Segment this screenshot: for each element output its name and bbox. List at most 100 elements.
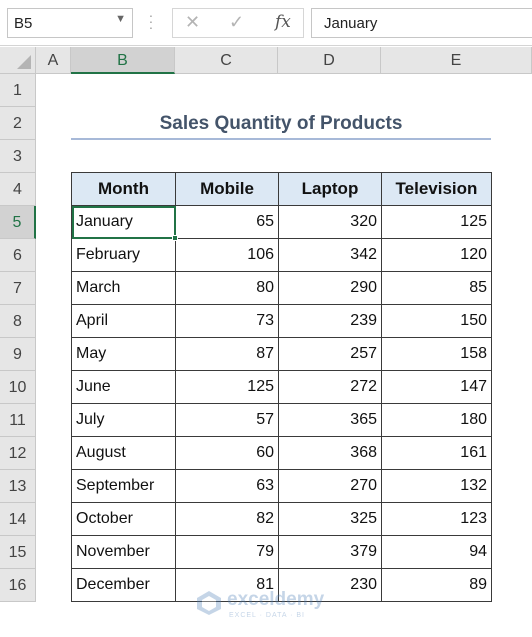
month-cell[interactable]: January	[71, 205, 176, 239]
header-television[interactable]: Television	[381, 172, 492, 206]
formula-input[interactable]: January	[311, 8, 532, 38]
quantity-cell[interactable]: 79	[175, 535, 279, 569]
quantity-cell[interactable]: 82	[175, 502, 279, 536]
row-header-14[interactable]: 14	[0, 503, 36, 536]
quantity-cell[interactable]: 342	[278, 238, 382, 272]
quantity-cell[interactable]: 123	[381, 502, 492, 536]
table-row: December 81 230 89	[71, 568, 492, 602]
table-row: September 63 270 132	[71, 469, 492, 503]
table-row: May 87 257 158	[71, 337, 492, 371]
row-header-6[interactable]: 6	[0, 239, 36, 272]
select-all-button[interactable]	[0, 47, 36, 74]
quantity-cell[interactable]: 239	[278, 304, 382, 338]
column-header-a[interactable]: A	[36, 47, 71, 74]
quantity-cell[interactable]: 257	[278, 337, 382, 371]
quantity-cell[interactable]: 290	[278, 271, 382, 305]
sheet-title[interactable]: Sales Quantity of Products	[71, 107, 491, 140]
header-laptop[interactable]: Laptop	[278, 172, 382, 206]
row-header-9[interactable]: 9	[0, 338, 36, 371]
row-header-16[interactable]: 16	[0, 569, 36, 602]
header-month[interactable]: Month	[71, 172, 176, 206]
month-cell[interactable]: February	[71, 238, 176, 272]
month-cell[interactable]: September	[71, 469, 176, 503]
quantity-cell[interactable]: 125	[175, 370, 279, 404]
quantity-cell[interactable]: 272	[278, 370, 382, 404]
quantity-cell[interactable]: 150	[381, 304, 492, 338]
month-cell[interactable]: May	[71, 337, 176, 371]
quantity-cell[interactable]: 270	[278, 469, 382, 503]
table-row: October 82 325 123	[71, 502, 492, 536]
quantity-cell[interactable]: 63	[175, 469, 279, 503]
column-header-d[interactable]: D	[278, 47, 381, 74]
quantity-cell[interactable]: 106	[175, 238, 279, 272]
row-header-12[interactable]: 12	[0, 437, 36, 470]
row-header-11[interactable]: 11	[0, 404, 36, 437]
formula-bar: B5 ▼ · · · ✕ ✓ fx January	[0, 0, 532, 46]
column-header-e[interactable]: E	[381, 47, 532, 74]
quantity-cell[interactable]: 230	[278, 568, 382, 602]
quantity-cell[interactable]: 87	[175, 337, 279, 371]
row-header-7[interactable]: 7	[0, 272, 36, 305]
quantity-cell[interactable]: 325	[278, 502, 382, 536]
row-header-5[interactable]: 5	[0, 206, 36, 239]
row-header-15[interactable]: 15	[0, 536, 36, 569]
row-header-13[interactable]: 13	[0, 470, 36, 503]
row-header-8[interactable]: 8	[0, 305, 36, 338]
column-header-c[interactable]: C	[175, 47, 278, 74]
formula-buttons: ✕ ✓ fx	[172, 8, 304, 38]
quantity-cell[interactable]: 81	[175, 568, 279, 602]
month-cell[interactable]: August	[71, 436, 176, 470]
quantity-cell[interactable]: 85	[381, 271, 492, 305]
month-cell[interactable]: November	[71, 535, 176, 569]
table-row: April 73 239 150	[71, 304, 492, 338]
chevron-down-icon[interactable]: ▼	[115, 13, 126, 25]
quantity-cell[interactable]: 125	[381, 205, 492, 239]
drag-handle-icon[interactable]: · · ·	[148, 7, 154, 35]
month-cell[interactable]: June	[71, 370, 176, 404]
column-header-b[interactable]: B	[71, 47, 175, 74]
watermark-tagline: EXCEL · DATA · BI	[229, 612, 305, 619]
table-row: June 125 272 147	[71, 370, 492, 404]
fill-handle[interactable]	[172, 235, 178, 241]
quantity-cell[interactable]: 158	[381, 337, 492, 371]
row-header-3[interactable]: 3	[0, 140, 36, 173]
quantity-cell[interactable]: 365	[278, 403, 382, 437]
row-header-2[interactable]: 2	[0, 107, 36, 140]
quantity-cell[interactable]: 320	[278, 205, 382, 239]
table-row: July 57 365 180	[71, 403, 492, 437]
row-header-1[interactable]: 1	[0, 74, 36, 107]
quantity-cell[interactable]: 161	[381, 436, 492, 470]
quantity-cell[interactable]: 368	[278, 436, 382, 470]
header-mobile[interactable]: Mobile	[175, 172, 279, 206]
month-cell[interactable]: December	[71, 568, 176, 602]
quantity-cell[interactable]: 94	[381, 535, 492, 569]
watermark-name: exceldemy	[227, 589, 325, 610]
month-cell[interactable]: July	[71, 403, 176, 437]
insert-function-icon[interactable]: fx	[275, 12, 291, 32]
cancel-icon[interactable]: ✕	[185, 12, 201, 32]
quantity-cell[interactable]: 120	[381, 238, 492, 272]
quantity-cell[interactable]: 147	[381, 370, 492, 404]
quantity-cell[interactable]: 379	[278, 535, 382, 569]
watermark: exceldemy EXCEL · DATA · BI	[196, 588, 346, 624]
row-header-4[interactable]: 4	[0, 173, 36, 206]
table-row: November 79 379 94	[71, 535, 492, 569]
select-all-icon	[17, 55, 31, 69]
quantity-cell[interactable]: 60	[175, 436, 279, 470]
sales-table: Month Mobile Laptop Television January 65…	[71, 172, 492, 602]
month-cell[interactable]: April	[71, 304, 176, 338]
quantity-cell[interactable]: 89	[381, 568, 492, 602]
quantity-cell[interactable]: 80	[175, 271, 279, 305]
row-header-10[interactable]: 10	[0, 371, 36, 404]
enter-icon[interactable]: ✓	[229, 12, 245, 32]
quantity-cell[interactable]: 57	[175, 403, 279, 437]
month-cell[interactable]: October	[71, 502, 176, 536]
month-cell[interactable]: March	[71, 271, 176, 305]
quantity-cell[interactable]: 65	[175, 205, 279, 239]
quantity-cell[interactable]: 180	[381, 403, 492, 437]
quantity-cell[interactable]: 132	[381, 469, 492, 503]
table-row: August 60 368 161	[71, 436, 492, 470]
quantity-cell[interactable]: 73	[175, 304, 279, 338]
name-box[interactable]: B5 ▼	[7, 8, 133, 38]
formula-value: January	[324, 15, 378, 32]
